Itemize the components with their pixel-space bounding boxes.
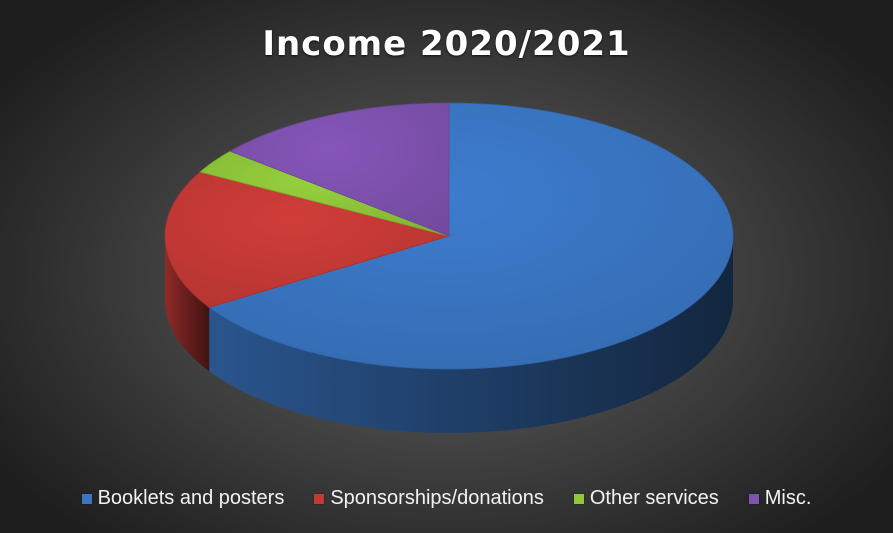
legend-item-sponsorships: Sponsorships/donations: [314, 487, 544, 510]
pie-side-1: [209, 236, 733, 433]
chart-title: Income 2020/2021: [262, 24, 631, 64]
legend-swatch-sponsorships: [314, 493, 325, 504]
legend-item-other-services: Other services: [573, 487, 719, 510]
pie-slices: [164, 102, 734, 370]
legend-label-sponsorships: Sponsorships/donations: [330, 487, 544, 509]
pie-side-2: [165, 236, 210, 372]
legend-swatch-booklets: [81, 493, 92, 504]
legend-item-booklets: Booklets and posters: [81, 487, 285, 510]
legend-swatch-other-services: [573, 493, 584, 504]
legend: Booklets and posters Sponsorships/donati…: [0, 487, 893, 510]
pie-slice-1: [208, 102, 734, 370]
pie-slice-2: [164, 171, 451, 308]
legend-label-booklets: Booklets and posters: [97, 487, 285, 509]
pie-slice-4: [229, 102, 450, 237]
legend-label-other-services: Other services: [589, 487, 719, 509]
legend-swatch-misc: [748, 493, 759, 504]
legend-item-misc: Misc.: [748, 487, 812, 510]
pie-side-walls: [165, 236, 733, 433]
legend-label-misc: Misc.: [764, 487, 812, 509]
